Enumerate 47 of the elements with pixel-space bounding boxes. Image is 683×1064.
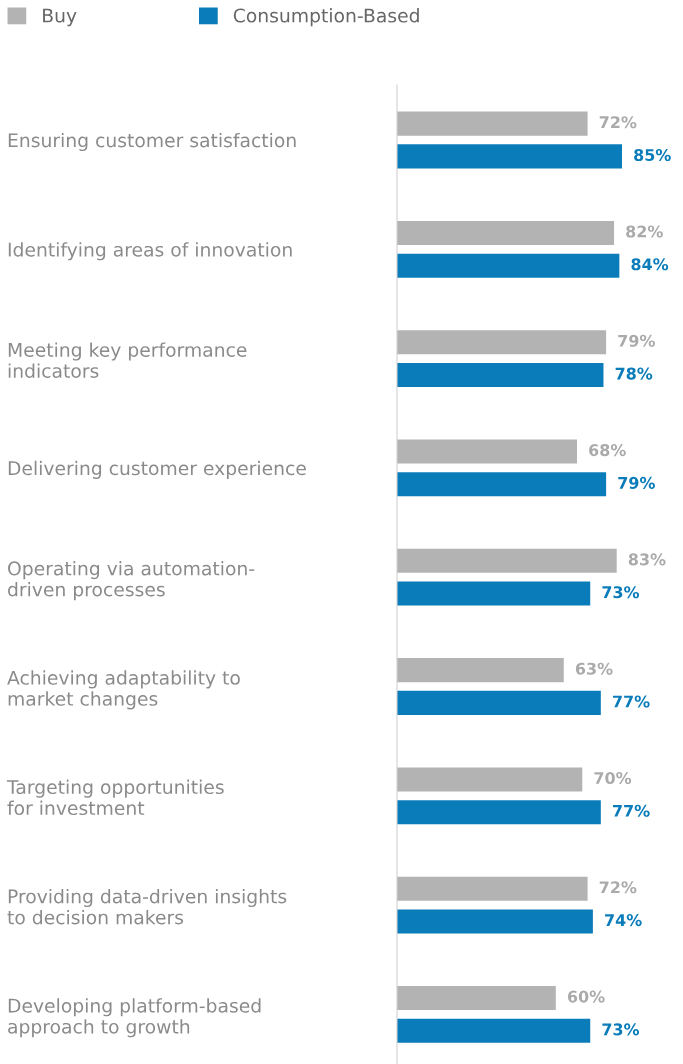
bar [397,581,591,606]
data-label: 78% [615,367,653,380]
bar [397,985,556,1011]
data-label: 83% [628,553,666,566]
data-label: 70% [594,771,632,785]
legend-label: Buy [43,8,77,27]
bar [397,909,593,934]
bar [397,1018,591,1043]
data-label: 77% [613,695,650,708]
bar [397,800,601,825]
y-tick-label: Delivering customer experience [8,460,306,479]
bar [397,690,601,715]
data-label: 60% [567,990,605,1003]
data-label: 79% [618,476,655,489]
data-label: 72% [599,116,637,129]
data-label: 74% [605,914,642,927]
bar [397,548,617,573]
y-tick-label: Identifying areas of innovation [8,242,292,261]
y-tick-label: Developing platform-based approach to growth [8,998,261,1038]
bar [397,144,622,169]
data-label: 68% [589,444,626,457]
bar [397,472,607,497]
y-tick-label: Targeting opportunities for investment [6,779,224,816]
bar [397,253,620,278]
bar [397,330,607,355]
data-label: 73% [602,1023,640,1036]
legend-label: Consumption-Based [233,8,419,27]
bar [397,362,604,388]
data-label: 73% [602,586,640,599]
bar [397,111,588,136]
y-tick-label: Operating via automation- driven processes [8,561,255,601]
data-label: 79% [618,334,655,347]
y-tick-label: Meeting key performance indicators [8,342,247,378]
data-label: 77% [613,804,650,817]
y-tick-label: Achieving adaptability to market changes [7,670,240,710]
bar [397,220,615,245]
data-label: 72% [599,881,637,894]
bar [397,876,588,901]
data-label: 63% [575,662,613,675]
bar [397,439,577,464]
y-tick-label: Providing data-driven insights to decision makers [7,888,287,925]
data-label: 84% [631,258,669,271]
data-label: 85% [634,148,671,162]
bar [397,767,583,792]
data-label: 82% [626,225,663,238]
y-tick-label: Ensuring customer satisfaction [8,132,296,152]
bar [397,658,564,683]
